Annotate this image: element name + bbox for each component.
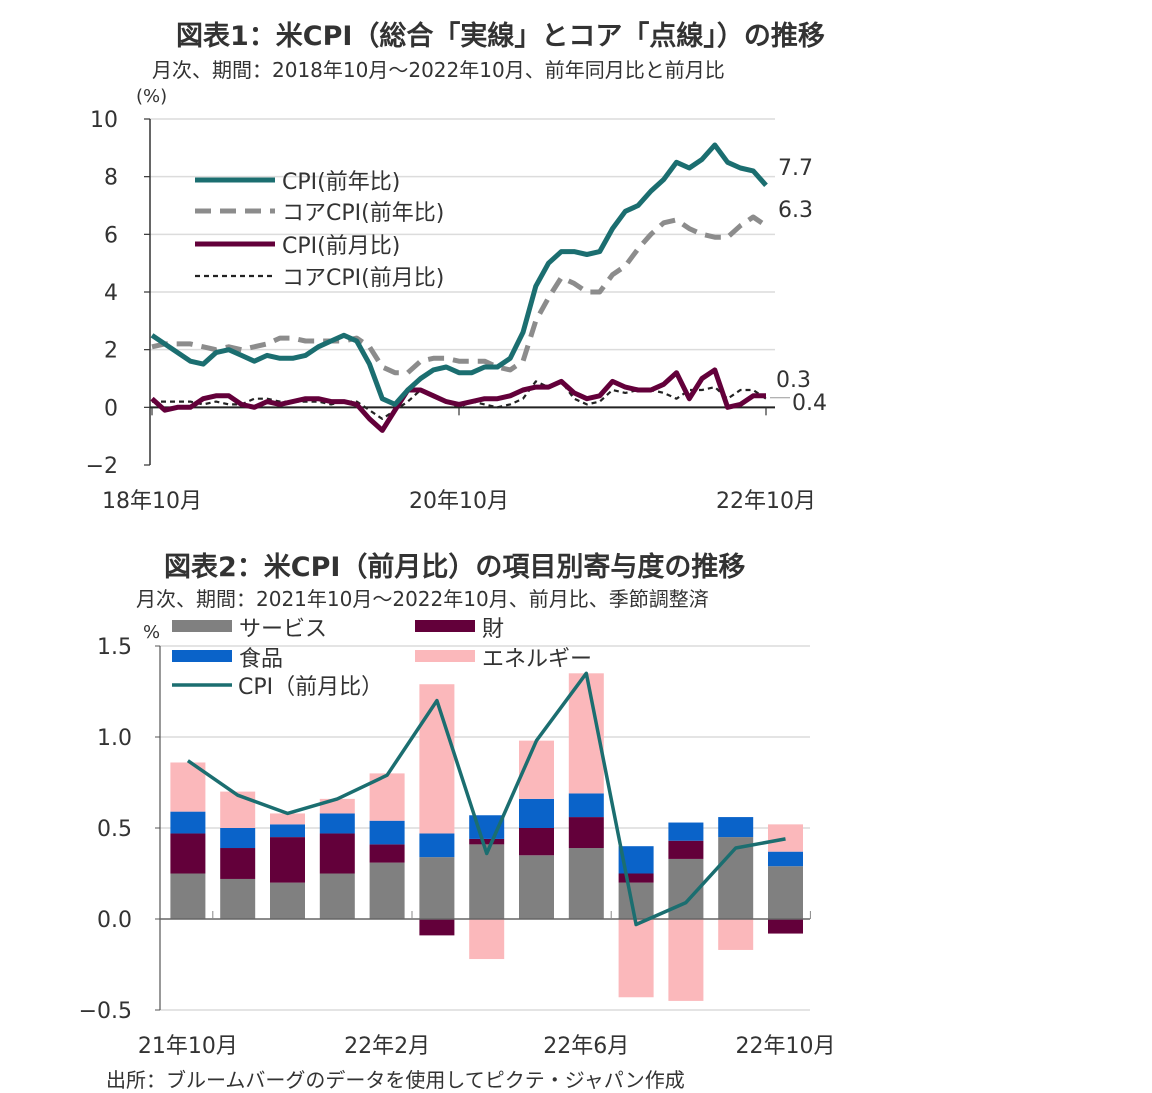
y-tick-label: 1.0 [97,726,132,751]
bar-segment-0 [419,857,455,919]
bar-segment-1 [469,838,505,845]
annotation-label: 0.3 [776,368,811,393]
bar-segment-3 [718,919,754,950]
source-note: 出所：ブルームバーグのデータを使用してピクテ・ジャパン作成 [106,1068,685,1092]
y-tick-label: 0.5 [97,817,132,842]
y-tick-label: 1.5 [97,635,132,660]
y-tick-label: 4 [104,281,118,306]
x-tick-label: 20年10月 [409,489,509,514]
bar-segment-2 [170,811,206,834]
bar-segment-1 [519,828,554,856]
bar-segment-2 [419,833,455,858]
x-tick-label: 18年10月 [102,489,202,514]
bar-segment-1 [270,837,305,883]
bar-segment-1 [419,919,455,936]
bar-segment-2 [220,828,256,849]
legend-label: CPI(前年比) [282,170,400,195]
series-line-3 [152,380,767,420]
bar-segment-3 [668,919,704,1001]
chart2-title: 図表2：米CPI（前月比）の項目別寄与度の推移 [164,552,746,583]
legend-label: CPI（前月比） [238,675,383,700]
bar-segment-2 [768,851,803,867]
bar-segment-1 [369,844,405,863]
legend-label: コアCPI(前年比) [282,201,444,226]
legend-swatch [415,650,475,662]
bar-segment-1 [618,873,654,883]
chart1-ylabel: (%) [136,86,168,107]
x-tick-label: 22年10月 [736,1034,836,1059]
y-tick-label: −0.5 [79,999,132,1024]
y-tick-label: −2 [86,454,118,479]
y-tick-label: 0 [104,396,118,421]
legend-label: 食品 [239,647,283,672]
bar-segment-3 [618,919,654,998]
y-tick-label: 6 [104,223,118,248]
bar-segment-2 [319,813,355,834]
bar-segment-1 [319,833,355,874]
bar-segment-0 [469,844,505,919]
legend-label: エネルギー [482,647,592,672]
bar-segment-1 [768,919,803,934]
x-tick-label: 21年10月 [138,1034,238,1059]
cpi-mom-line [186,671,786,927]
annotation-label: 7.7 [778,156,813,181]
bar-segment-3 [270,813,305,825]
bar-segment-1 [668,840,704,859]
bar-segment-0 [270,882,305,919]
bar-segment-2 [369,820,405,845]
x-tick-label: 22年10月 [716,489,816,514]
bar-segment-1 [568,817,604,849]
bar-segment-2 [270,824,305,838]
bar-segment-0 [519,855,554,919]
bar-segment-0 [718,837,754,919]
chart1-title: 図表1：米CPI（総合「実線」とコア「点線」）の推移 [176,21,825,52]
annotation-label: 0.4 [792,391,827,416]
y-tick-label: 2 [104,339,118,364]
series-line-2 [150,367,766,433]
bar-segment-2 [668,822,704,841]
series-line-1 [151,214,768,376]
legend-label: コアCPI(前月比) [282,266,444,291]
chart1-subtitle: 月次、期間：2018年10月～2022年10月、前年同月比と前月比 [152,58,725,82]
y-tick-label: 10 [90,108,118,133]
x-tick-label: 22年2月 [344,1034,430,1059]
x-tick-label: 22年6月 [543,1034,629,1059]
bar-segment-2 [568,793,604,818]
bar-segment-0 [768,866,803,919]
bar-segment-0 [369,862,405,919]
bar-segment-2 [718,817,754,838]
annotation-label: 6.3 [778,198,813,223]
legend-label: CPI(前月比) [282,234,400,259]
bar-segment-3 [768,824,803,852]
bar-segment-0 [319,873,355,919]
series-line-0 [150,142,768,407]
chart2-subtitle: 月次、期間：2021年10月～2022年10月、前月比、季節調整済 [136,587,709,611]
legend-swatch [172,620,232,632]
legend-swatch [172,650,232,662]
bar-segment-0 [568,848,604,919]
bar-segment-0 [618,882,654,919]
bar-segment-0 [220,878,256,919]
bar-segment-1 [220,848,256,879]
legend-label: 財 [482,617,504,642]
y-tick-label: 8 [104,166,118,191]
chart2-ylabel: % [143,622,161,643]
legend-label: サービス [239,617,327,642]
bar-segment-3 [419,684,455,834]
legend-swatch [415,620,475,632]
bar-segment-0 [170,873,206,919]
bar-segment-3 [469,919,505,960]
y-tick-label: 0.0 [97,908,132,933]
bar-segment-1 [170,833,206,874]
bar-segment-2 [519,798,554,828]
